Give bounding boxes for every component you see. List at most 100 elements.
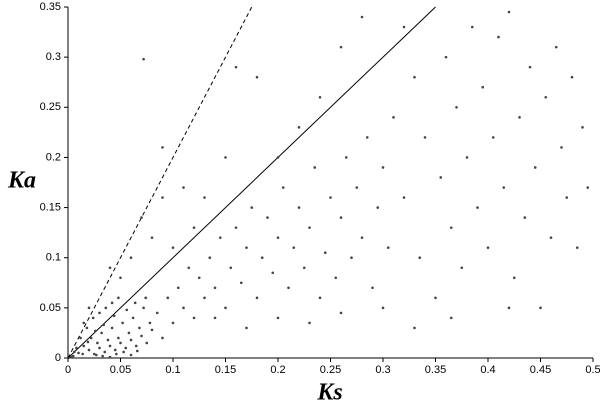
- point: [318, 95, 322, 99]
- point: [255, 75, 259, 79]
- point: [512, 276, 516, 280]
- point: [150, 328, 154, 332]
- point: [323, 251, 327, 254]
- point: [339, 45, 343, 49]
- point: [131, 316, 135, 320]
- x-tick-label: 0.5: [585, 364, 600, 376]
- point: [586, 186, 590, 189]
- point: [129, 338, 133, 342]
- point: [234, 226, 238, 229]
- point: [166, 296, 170, 300]
- point: [81, 352, 84, 356]
- point: [523, 216, 527, 219]
- point: [560, 146, 563, 149]
- point: [142, 57, 145, 61]
- point: [89, 336, 93, 340]
- point: [491, 136, 495, 139]
- y-tick-label: 0.25: [40, 101, 61, 113]
- point: [460, 266, 464, 270]
- point: [439, 176, 443, 179]
- point: [113, 348, 117, 352]
- point: [260, 256, 264, 260]
- point: [581, 126, 584, 129]
- point: [213, 316, 217, 320]
- y-tick-label: 0.15: [40, 201, 61, 213]
- point: [140, 216, 143, 219]
- point: [108, 355, 112, 359]
- x-tick-label: 0.35: [425, 364, 446, 376]
- point: [129, 353, 133, 357]
- point: [381, 306, 385, 310]
- point: [87, 348, 91, 352]
- point: [245, 246, 248, 249]
- point: [518, 116, 521, 119]
- point: [98, 346, 101, 350]
- point: [281, 186, 285, 189]
- point: [255, 296, 259, 300]
- point: [148, 321, 152, 325]
- point: [402, 25, 406, 29]
- x-tick-label: 0.2: [270, 364, 285, 376]
- point: [418, 256, 422, 260]
- point: [386, 246, 390, 249]
- point: [297, 126, 301, 129]
- point: [96, 341, 99, 345]
- point: [334, 276, 338, 280]
- point: [339, 311, 343, 315]
- point: [182, 186, 185, 189]
- point: [133, 301, 137, 305]
- point: [245, 326, 248, 330]
- point: [276, 316, 280, 320]
- point: [276, 236, 280, 239]
- point: [371, 286, 374, 290]
- point: [127, 331, 131, 335]
- point: [276, 156, 280, 159]
- point: [82, 344, 86, 348]
- point: [77, 351, 80, 355]
- point: [507, 306, 511, 310]
- point: [234, 65, 238, 69]
- point: [92, 352, 96, 356]
- point: [104, 306, 108, 310]
- point: [533, 166, 537, 169]
- reference-line: [67, 6, 436, 359]
- point: [308, 226, 311, 229]
- point: [271, 271, 275, 275]
- point: [136, 349, 139, 353]
- point: [376, 206, 380, 209]
- point: [329, 196, 332, 199]
- point: [192, 226, 196, 229]
- point: [413, 326, 416, 330]
- point: [449, 226, 453, 229]
- point: [106, 338, 110, 342]
- point: [79, 336, 82, 340]
- point: [69, 355, 73, 359]
- point: [455, 105, 458, 109]
- point: [266, 216, 269, 219]
- point: [224, 156, 227, 159]
- point: [87, 306, 91, 310]
- x-tick-label: 0.25: [320, 364, 341, 376]
- point: [82, 321, 86, 325]
- point: [155, 311, 159, 315]
- point: [360, 15, 364, 19]
- y-axis-title: Ka: [7, 168, 36, 194]
- point: [318, 296, 322, 300]
- point: [124, 346, 128, 350]
- point: [108, 266, 112, 270]
- point: [350, 256, 353, 260]
- point: [110, 326, 114, 330]
- point: [224, 306, 227, 310]
- point: [402, 196, 406, 199]
- x-tick-label: 0.15: [215, 364, 236, 376]
- point: [171, 321, 175, 325]
- point: [197, 276, 201, 280]
- point: [213, 286, 217, 290]
- point: [250, 206, 254, 209]
- point: [203, 296, 206, 300]
- point: [85, 326, 89, 330]
- point: [502, 186, 506, 189]
- point: [142, 306, 145, 310]
- point: [297, 206, 301, 209]
